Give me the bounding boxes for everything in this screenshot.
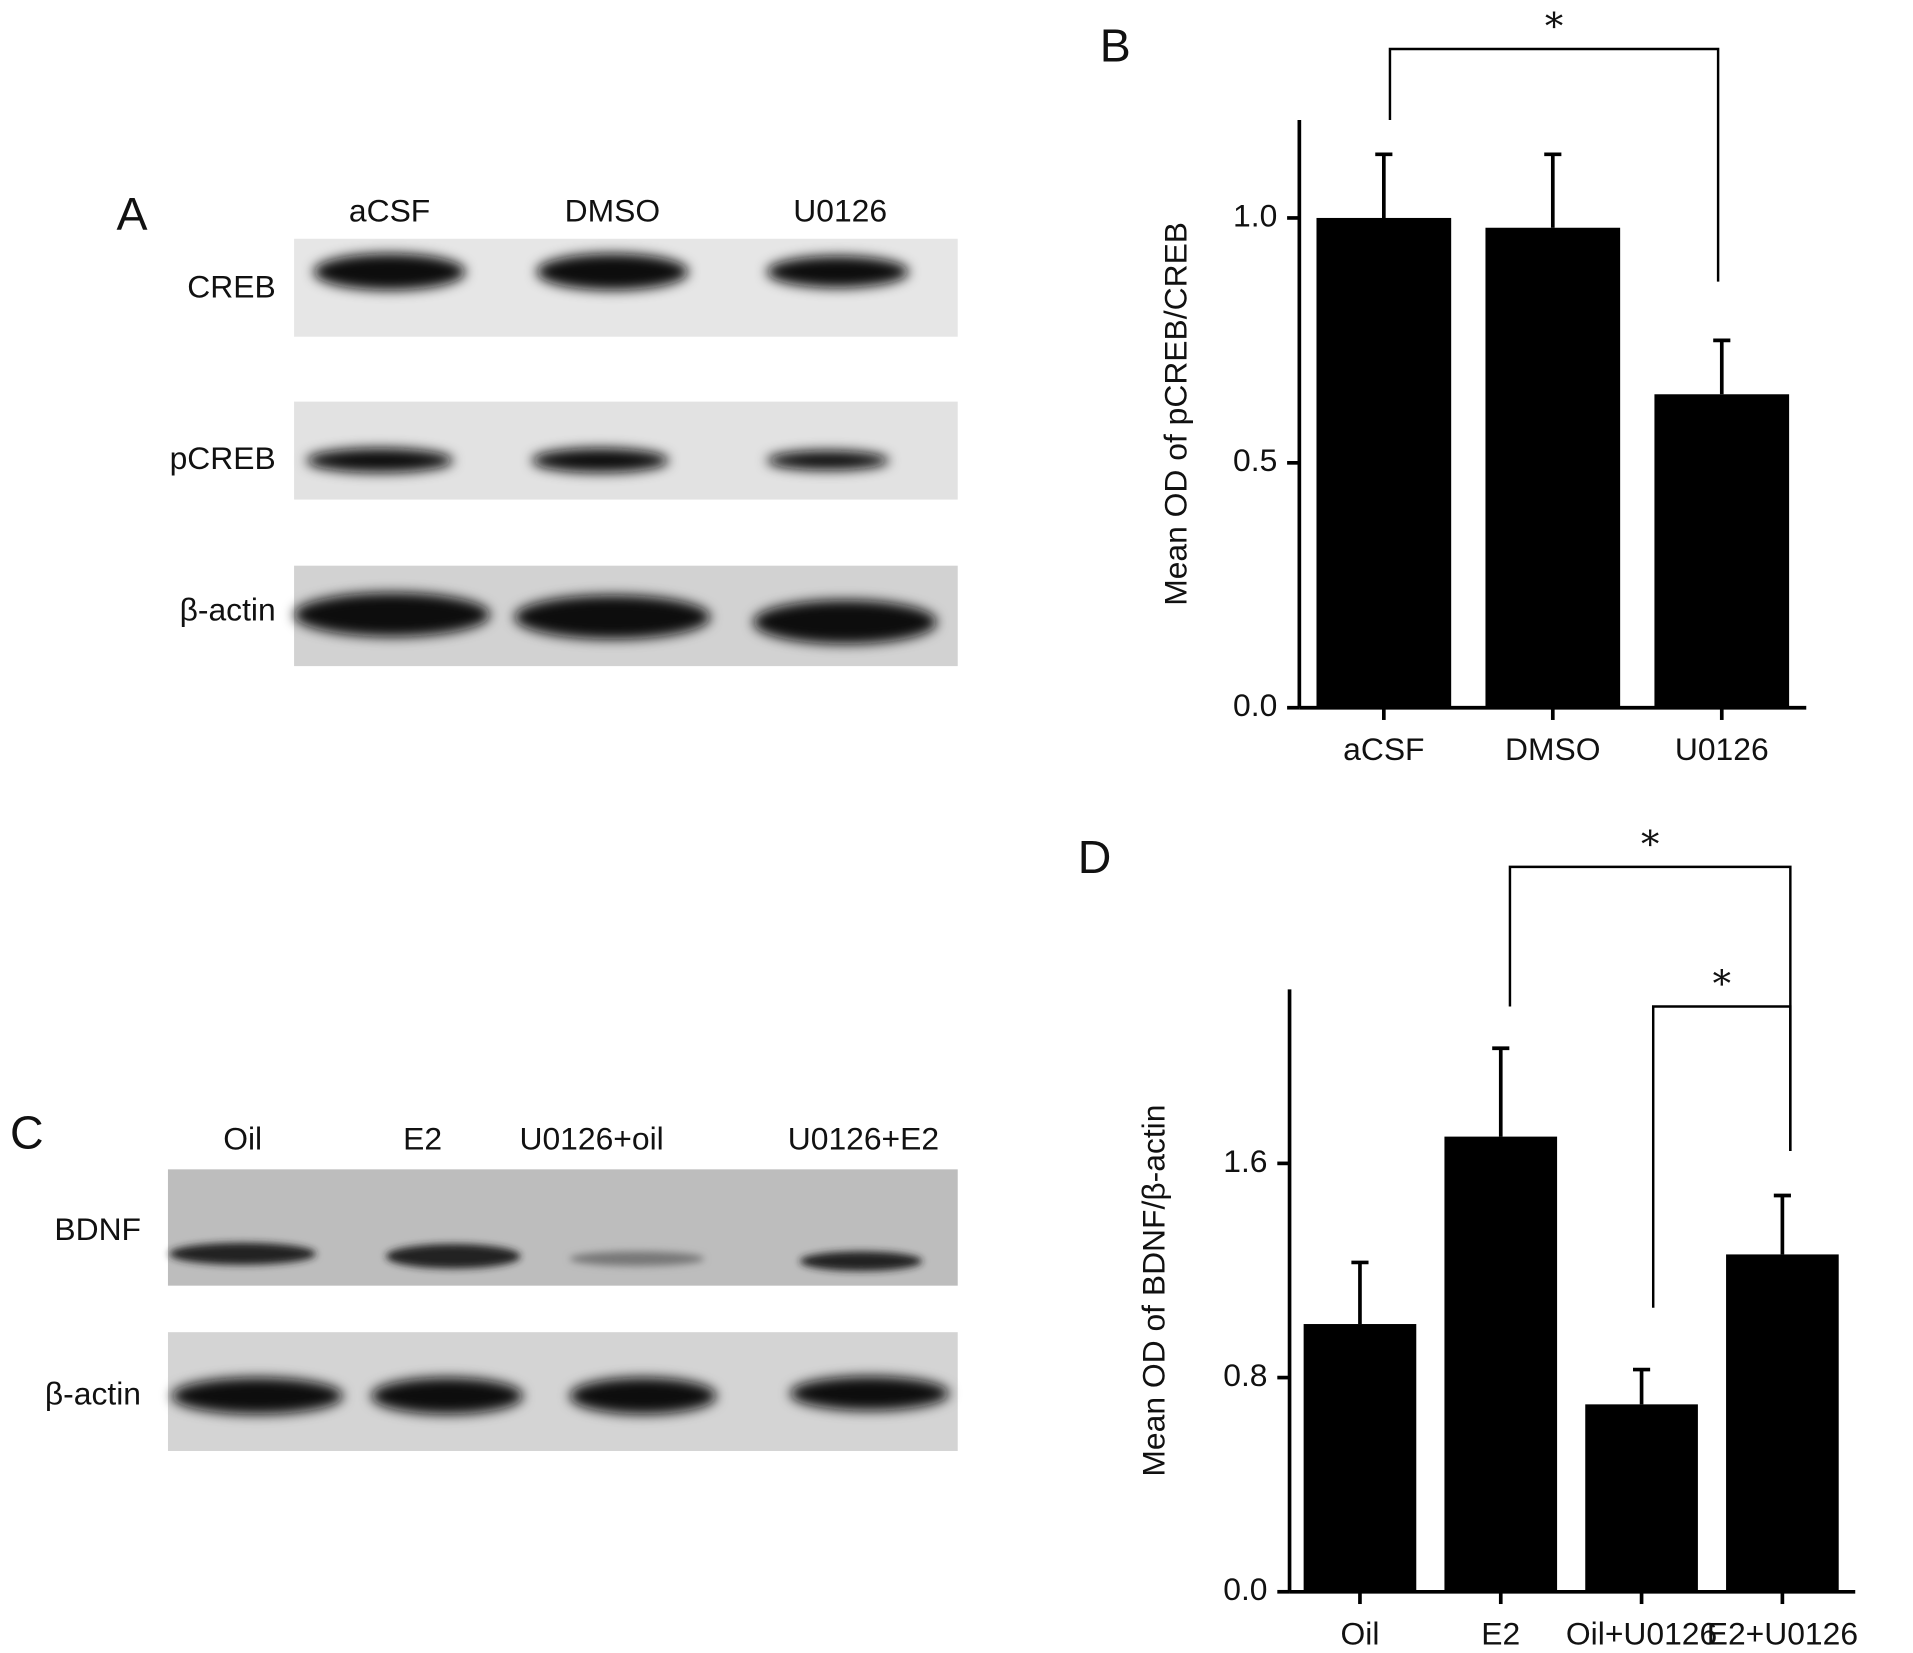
row-label: β-actin [180, 592, 276, 628]
significance-bracket [1388, 47, 1720, 282]
y-axis-title: Mean OD of BDNF/β-actin [1135, 1105, 1171, 1477]
significance-star: * [1545, 5, 1563, 48]
bar [1316, 217, 1452, 708]
y-tick-label: 0.0 [1233, 687, 1277, 723]
bands [171, 1376, 950, 1415]
lane-label: DMSO [565, 192, 661, 228]
blot-a: A aCSF DMSO U0126 CREB pCREB β-actin [117, 188, 958, 667]
y-tick-label: 1.6 [1223, 1143, 1267, 1179]
y-tick-label: 0.0 [1223, 1571, 1267, 1607]
significance-star: * [1713, 962, 1731, 1005]
y-tick-label: 0.5 [1233, 442, 1277, 478]
lane-label: U0126+oil [519, 1121, 663, 1157]
x-tick-label: U0126 [1675, 731, 1769, 767]
significance-bracket [1651, 1005, 1792, 1308]
bar [1726, 1254, 1839, 1592]
y-tick-label: 1.0 [1233, 197, 1277, 233]
panel-label: A [117, 188, 148, 240]
bands [294, 253, 937, 645]
bar [1303, 1324, 1417, 1592]
lane-label: aCSF [349, 192, 430, 228]
significance-star: * [1641, 823, 1659, 866]
lane-label: E2 [403, 1121, 442, 1157]
panel-label: B [1100, 19, 1131, 71]
bar [1585, 1404, 1698, 1592]
lane-label: U0126 [793, 192, 887, 228]
significance-bracket [1508, 865, 1792, 1151]
x-tick-label: Oil [1341, 1615, 1380, 1651]
blot-c: C Oil E2 U0126+oil U0126+E2 BDNF β-actin [10, 1107, 958, 1451]
lane-label: Oil [223, 1121, 262, 1157]
panel-label: C [10, 1107, 44, 1159]
row-label: BDNF [54, 1211, 141, 1247]
x-tick-label: Oil+U0126 [1566, 1615, 1717, 1651]
y-axis-title: Mean OD of pCREB/CREB [1158, 222, 1194, 606]
bands [169, 1242, 923, 1271]
bar [1485, 227, 1621, 708]
x-tick-label: E2+U0126 [1707, 1615, 1858, 1651]
x-tick-label: DMSO [1505, 731, 1600, 767]
row-label: CREB [187, 268, 275, 304]
bar [1654, 394, 1790, 708]
bar [1444, 1136, 1558, 1592]
lane-label: U0126+E2 [788, 1121, 939, 1157]
panel-label: D [1078, 831, 1112, 883]
row-label: pCREB [170, 440, 276, 476]
x-tick-label: aCSF [1343, 731, 1424, 767]
x-tick-label: E2 [1481, 1615, 1520, 1651]
row-label: β-actin [45, 1375, 141, 1411]
y-tick-label: 0.8 [1223, 1357, 1267, 1393]
